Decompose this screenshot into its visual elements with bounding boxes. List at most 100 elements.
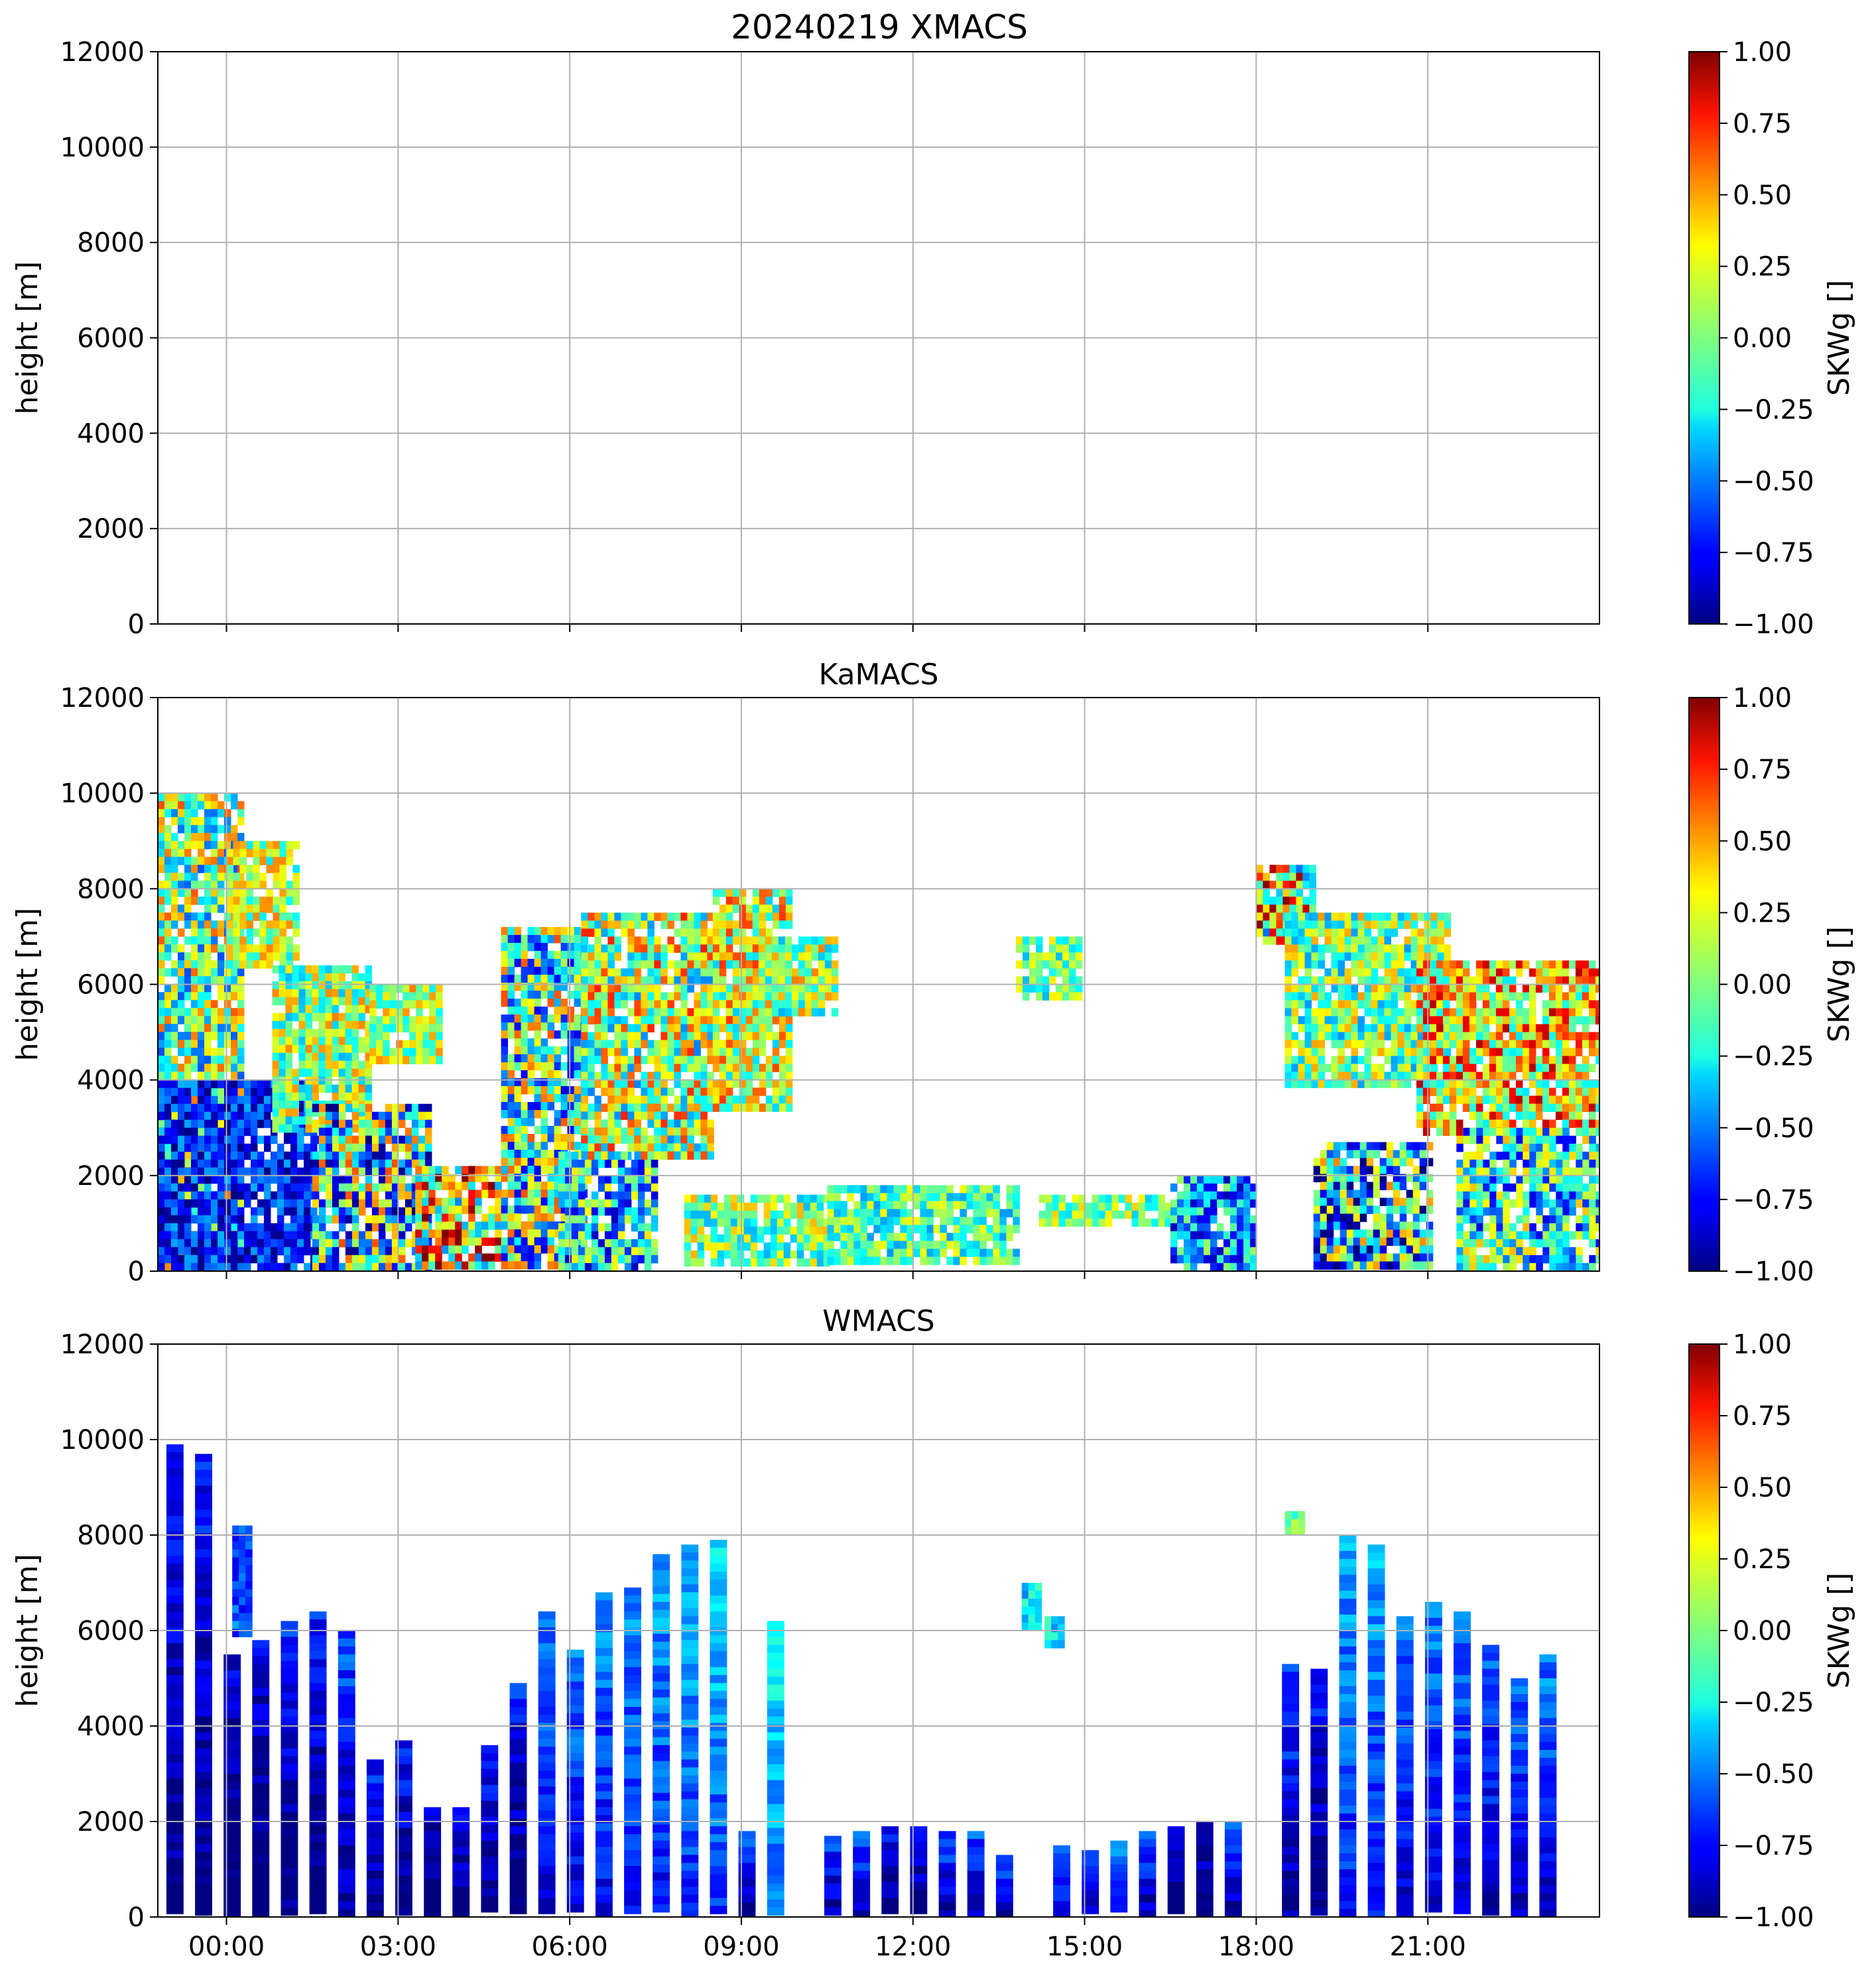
data-cell	[224, 1000, 231, 1009]
data-cell	[198, 928, 205, 937]
data-cell	[358, 1151, 366, 1160]
data-cell	[507, 1229, 515, 1238]
data-cell	[495, 1213, 502, 1222]
data-cell	[514, 1142, 522, 1150]
data-cell	[804, 1000, 812, 1009]
data-cell	[534, 1094, 542, 1103]
data-cell	[790, 1250, 798, 1259]
data-cell	[777, 1250, 784, 1259]
data-cell	[184, 1048, 192, 1056]
data-cell	[1230, 1191, 1237, 1200]
data-cell	[1223, 1199, 1231, 1208]
data-cell	[358, 1020, 365, 1030]
data-cell	[231, 1127, 238, 1137]
data-cell	[946, 1241, 954, 1249]
data-cell	[560, 999, 568, 1007]
data-cell	[667, 1048, 674, 1056]
data-cell	[725, 1032, 733, 1040]
data-cell	[415, 1182, 422, 1190]
data-cell	[304, 1159, 311, 1168]
data-cell	[707, 1040, 714, 1048]
data-cell	[1243, 1239, 1251, 1248]
data-cell	[798, 960, 806, 969]
data-cell	[1052, 1210, 1060, 1219]
data-cell	[284, 1207, 291, 1216]
data-cell	[913, 1193, 920, 1202]
data-cell	[1331, 976, 1338, 985]
data-cell	[621, 920, 628, 929]
data-cell	[191, 952, 198, 961]
data-cell	[204, 1215, 212, 1224]
data-cell	[554, 1046, 562, 1055]
data-cell	[644, 1223, 652, 1232]
data-cell	[1210, 1231, 1218, 1240]
data-cell	[178, 841, 185, 849]
data-cell	[674, 1143, 681, 1152]
data-cell	[765, 1080, 773, 1088]
data-cell	[312, 1239, 320, 1248]
data-cell	[305, 981, 312, 990]
data-cell	[1184, 1247, 1191, 1256]
data-cell	[1204, 1183, 1211, 1192]
data-cell	[184, 1072, 192, 1080]
data-cell	[409, 1048, 416, 1056]
data-cell	[218, 1032, 225, 1040]
data-cell	[694, 1072, 701, 1080]
data-cell	[588, 1127, 595, 1136]
data-cell	[588, 976, 595, 985]
data-cell	[318, 1263, 326, 1271]
data-cell	[594, 1072, 601, 1080]
data-cell	[527, 1062, 535, 1071]
data-cell	[604, 1175, 612, 1184]
data-cell	[547, 1015, 555, 1023]
data-cell	[164, 1008, 172, 1017]
data-cell	[680, 928, 688, 937]
data-cell	[578, 1183, 586, 1192]
data-cell	[667, 1032, 674, 1040]
data-cell	[218, 857, 225, 865]
data-cell	[1298, 928, 1305, 937]
data-cell	[312, 1013, 319, 1022]
data-cell	[1263, 881, 1270, 889]
data-cell	[1351, 928, 1358, 937]
data-cell	[164, 1000, 172, 1009]
data-cell	[588, 928, 595, 937]
data-cell	[1298, 984, 1305, 993]
data-cell	[351, 1151, 359, 1160]
data-cell	[1170, 1231, 1178, 1240]
data-cell	[253, 896, 260, 905]
data-cell	[1324, 1032, 1332, 1040]
data-cell	[674, 1103, 681, 1112]
data-cell	[700, 976, 708, 985]
data-cell	[680, 944, 688, 953]
data-cell	[351, 1135, 359, 1144]
data-cell	[218, 1247, 225, 1256]
data-cell	[305, 1076, 312, 1085]
data-cell	[1284, 1080, 1292, 1088]
data-cell	[391, 1239, 399, 1248]
data-cell	[338, 1207, 346, 1216]
data-cell	[191, 1087, 198, 1097]
data-cell	[286, 920, 293, 929]
data-cell	[338, 1223, 346, 1232]
data-cell	[540, 1062, 548, 1071]
data-cell	[318, 1116, 326, 1125]
data-cell	[273, 881, 280, 889]
data-cell	[251, 1103, 258, 1113]
data-cell	[798, 992, 806, 1001]
data-cell	[279, 1013, 286, 1022]
data-cell	[292, 1116, 299, 1125]
data-cell	[191, 1008, 198, 1017]
data-cell	[966, 1185, 973, 1194]
data-cell	[244, 1151, 251, 1160]
data-cell	[810, 1226, 818, 1235]
data-cell	[719, 952, 727, 961]
data-cell	[198, 1159, 205, 1168]
data-cell	[690, 1250, 698, 1259]
data-cell	[345, 1020, 352, 1030]
data-cell	[218, 976, 225, 985]
data-cell	[960, 1217, 967, 1225]
data-cell	[358, 989, 365, 998]
data-cell	[257, 1231, 265, 1240]
data-cell	[560, 1118, 568, 1127]
